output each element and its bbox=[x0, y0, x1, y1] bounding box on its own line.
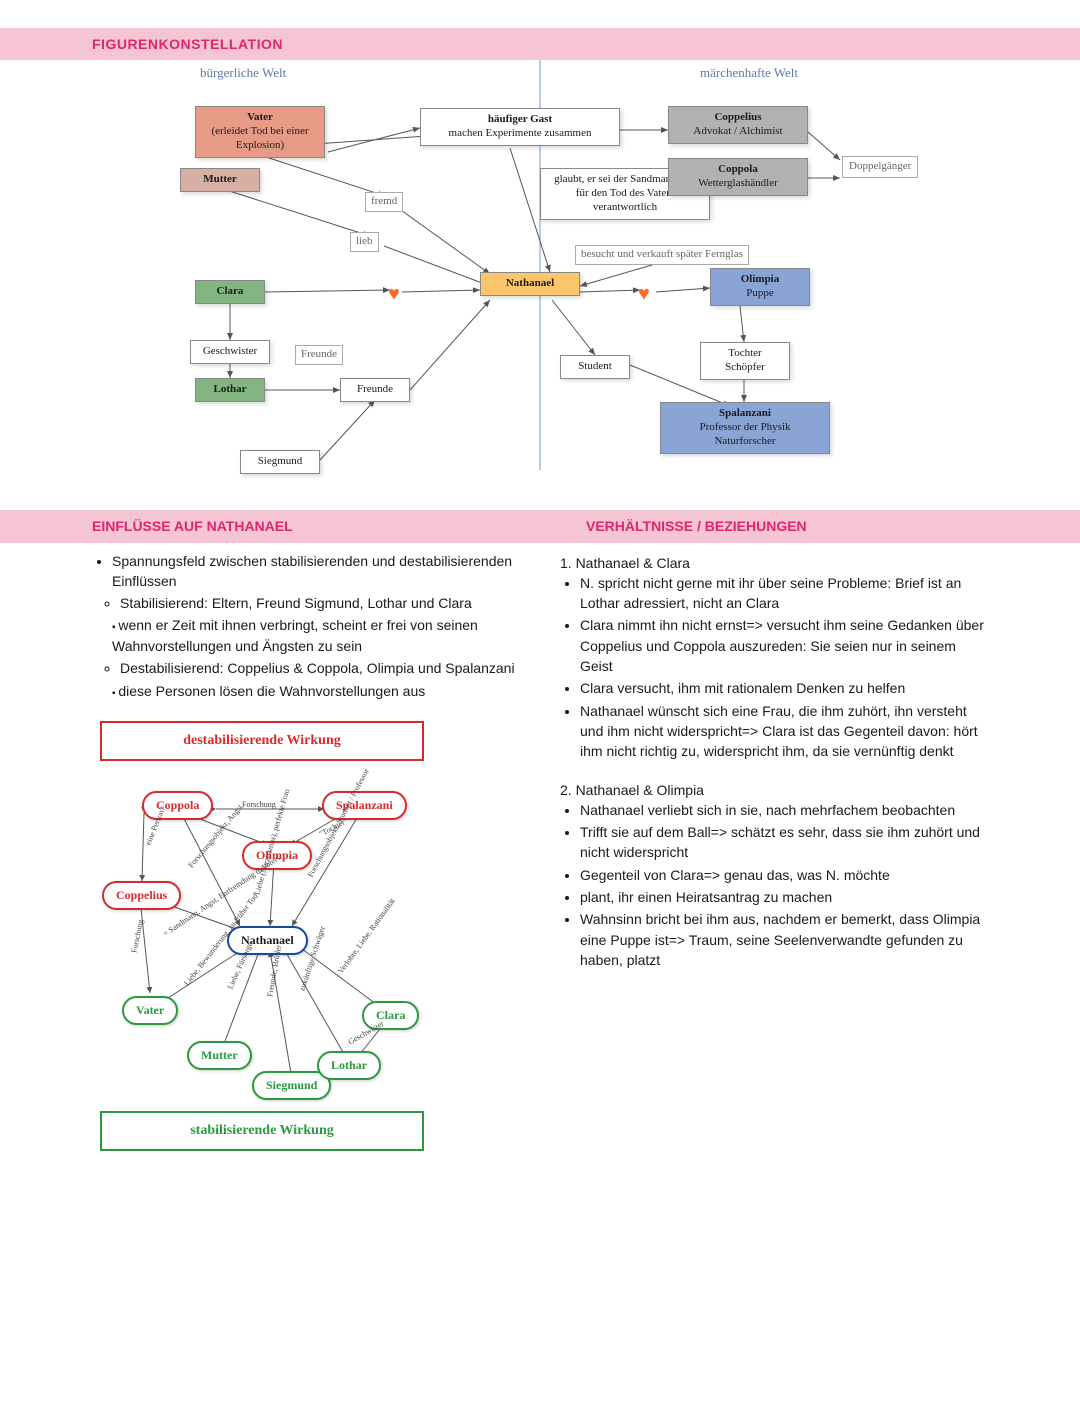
left-sub: Stabilisierend: Eltern, Freund Sigmund, … bbox=[92, 593, 520, 613]
heart-icon: ♥ bbox=[388, 280, 400, 309]
right-sec2-list: Nathanael verliebt sich in sie, nach meh… bbox=[560, 800, 988, 970]
heading-verhaeltnisse: VERHÄLTNISSE / BEZIEHUNGEN bbox=[586, 510, 1080, 542]
diagram-einfluesse: destabilisierende Wirkung Nathanael Copp… bbox=[92, 721, 432, 1151]
heading-einfluesse: EINFLÜSSE AUF NATHANAEL bbox=[0, 510, 586, 542]
diagram-figurenkonstellation: bürgerliche Welt märchenhafte Welt Vater… bbox=[140, 60, 940, 470]
pill-vater: Vater bbox=[122, 996, 178, 1025]
left-bullets: Spannungsfeld zwischen stabilisierenden … bbox=[92, 551, 520, 592]
node-siegmund: Siegmund bbox=[240, 450, 320, 474]
node-spalanzani: SpalanzaniProfessor der PhysikNaturforsc… bbox=[660, 402, 830, 453]
label-lieb: lieb bbox=[350, 232, 379, 252]
heart-icon: ♥ bbox=[638, 280, 650, 309]
list-item: Destabilisierend: Coppelius & Coppola, O… bbox=[120, 658, 520, 678]
pill-coppelius: Coppelius bbox=[102, 881, 181, 910]
list-item: Nathanael verliebt sich in sie, nach meh… bbox=[580, 800, 988, 820]
node-clara: Clara bbox=[195, 280, 265, 304]
list-item: diese Personen lösen die Wahnvorstellung… bbox=[112, 681, 520, 702]
node-student: Student bbox=[560, 355, 630, 379]
heading-figurenkonstellation: FIGURENKONSTELLATION bbox=[0, 28, 1080, 60]
node-vater: Vater(erleidet Tod bei einer Explosion) bbox=[195, 106, 325, 157]
list-item: Wahnsinn bricht bei ihm aus, nachdem er … bbox=[580, 909, 988, 970]
list-item: Stabilisierend: Eltern, Freund Sigmund, … bbox=[120, 593, 520, 613]
edge-label: Forschung bbox=[242, 799, 276, 811]
list-item: N. spricht nicht gerne mit ihr über sein… bbox=[580, 573, 988, 614]
list-item: Nathanael wünscht sich eine Frau, die ih… bbox=[580, 701, 988, 762]
node-mutter: Mutter bbox=[180, 168, 260, 192]
list-item: Spannungsfeld zwischen stabilisierenden … bbox=[112, 551, 520, 592]
pill-siegmund: Siegmund bbox=[252, 1071, 331, 1100]
node-freunde: Freunde bbox=[340, 378, 410, 402]
list-item: plant, ihr einen Heiratsantrag zu machen bbox=[580, 887, 988, 907]
pill-lothar: Lothar bbox=[317, 1051, 381, 1080]
column-left: Spannungsfeld zwischen stabilisierenden … bbox=[92, 551, 520, 1151]
band-stabilisierend: stabilisierende Wirkung bbox=[100, 1111, 424, 1151]
section-2-title: 2. Nathanael & Olimpia bbox=[560, 780, 988, 800]
two-column-body: Spannungsfeld zwischen stabilisierenden … bbox=[0, 543, 1080, 1191]
node-geschw: Geschwister bbox=[190, 340, 270, 364]
label-fremd: fremd bbox=[365, 192, 403, 212]
label-world-left: bürgerliche Welt bbox=[200, 64, 286, 83]
label-doppelgaenger: Doppelgänger bbox=[842, 156, 918, 178]
right-sec1-list: N. spricht nicht gerne mit ihr über sein… bbox=[560, 573, 988, 762]
node-nathanael: Nathanael bbox=[480, 272, 580, 296]
list-item: Trifft sie auf dem Ball=> schätzt es seh… bbox=[580, 822, 988, 863]
label-world-right: märchenhafte Welt bbox=[700, 64, 798, 83]
node-gast: häufiger Gastmachen Experimente zusammen bbox=[420, 108, 620, 146]
section-1-title: 1. Nathanael & Clara bbox=[560, 553, 988, 573]
left-sub2a: wenn er Zeit mit ihnen verbringt, schein… bbox=[92, 615, 520, 656]
node-olimpia: OlimpiaPuppe bbox=[710, 268, 810, 306]
pill-mutter: Mutter bbox=[187, 1041, 252, 1070]
heading-row: EINFLÜSSE AUF NATHANAEL VERHÄLTNISSE / B… bbox=[0, 510, 1080, 542]
list-item: Clara versucht, ihm mit rationalem Denke… bbox=[580, 678, 988, 698]
node-tochter: TochterSchöpfer bbox=[700, 342, 790, 380]
node-coppola: CoppolaWetterglashändler bbox=[668, 158, 808, 196]
label-freunde2: Freunde bbox=[295, 345, 343, 365]
label-fernglas: besucht und verkauft später Fernglas bbox=[575, 245, 749, 265]
left-sub2b: diese Personen lösen die Wahnvorstellung… bbox=[92, 681, 520, 702]
column-right: 1. Nathanael & Clara N. spricht nicht ge… bbox=[560, 551, 988, 1151]
node-lothar: Lothar bbox=[195, 378, 265, 402]
left-sub-b: Destabilisierend: Coppelius & Coppola, O… bbox=[92, 658, 520, 678]
node-coppelius: CoppeliusAdvokat / Alchimist bbox=[668, 106, 808, 144]
list-item: Gegenteil von Clara=> genau das, was N. … bbox=[580, 865, 988, 885]
list-item: Clara nimmt ihn nicht ernst=> versucht i… bbox=[580, 615, 988, 676]
list-item: wenn er Zeit mit ihnen verbringt, schein… bbox=[112, 615, 520, 656]
